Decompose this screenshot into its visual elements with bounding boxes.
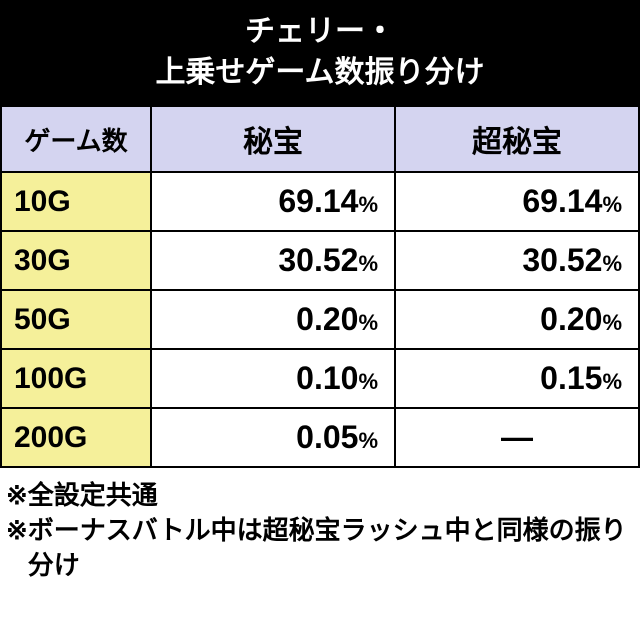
data-table: ゲーム数 秘宝 超秘宝 10G 69.14% 69.14% 30G 30.52%… bbox=[0, 105, 640, 468]
title-bar: チェリー・ 上乗せゲーム数振り分け bbox=[0, 0, 640, 105]
value-unit: % bbox=[602, 192, 622, 217]
value-number: 30.52 bbox=[522, 242, 602, 278]
value-number: 69.14 bbox=[522, 183, 602, 219]
table-row: 200G 0.05% — bbox=[1, 408, 639, 467]
header-games: ゲーム数 bbox=[1, 106, 151, 172]
table-body: 10G 69.14% 69.14% 30G 30.52% 30.52% 50G … bbox=[1, 172, 639, 467]
note-marker: ※ bbox=[6, 513, 28, 583]
row-label: 100G bbox=[1, 349, 151, 408]
value-unit: % bbox=[358, 310, 378, 335]
note-line: ※ ボーナスバトル中は超秘宝ラッシュ中と同様の振り分け bbox=[6, 513, 634, 583]
cell-dash: — bbox=[395, 408, 639, 467]
table-row: 100G 0.10% 0.15% bbox=[1, 349, 639, 408]
value-number: 0.15 bbox=[540, 360, 602, 396]
cell-value: 0.10% bbox=[151, 349, 395, 408]
value-unit: % bbox=[358, 369, 378, 394]
note-text: ボーナスバトル中は超秘宝ラッシュ中と同様の振り分け bbox=[28, 513, 634, 583]
table-row: 50G 0.20% 0.20% bbox=[1, 290, 639, 349]
value-number: 0.05 bbox=[296, 419, 358, 455]
cell-value: 0.20% bbox=[151, 290, 395, 349]
cell-value: 30.52% bbox=[395, 231, 639, 290]
header-col-1: 秘宝 bbox=[151, 106, 395, 172]
value-unit: % bbox=[602, 251, 622, 276]
value-unit: % bbox=[602, 369, 622, 394]
header-row: ゲーム数 秘宝 超秘宝 bbox=[1, 106, 639, 172]
header-col-2: 超秘宝 bbox=[395, 106, 639, 172]
cell-value: 69.14% bbox=[395, 172, 639, 231]
title-line-2: 上乗せゲーム数振り分け bbox=[0, 53, 640, 94]
table-container: チェリー・ 上乗せゲーム数振り分け ゲーム数 秘宝 超秘宝 10G 69.14%… bbox=[0, 0, 640, 603]
value-unit: % bbox=[358, 192, 378, 217]
row-label: 30G bbox=[1, 231, 151, 290]
table-row: 10G 69.14% 69.14% bbox=[1, 172, 639, 231]
cell-value: 69.14% bbox=[151, 172, 395, 231]
row-label: 10G bbox=[1, 172, 151, 231]
note-text: 全設定共通 bbox=[28, 478, 634, 513]
value-unit: % bbox=[602, 310, 622, 335]
cell-value: 30.52% bbox=[151, 231, 395, 290]
cell-value: 0.05% bbox=[151, 408, 395, 467]
row-label: 200G bbox=[1, 408, 151, 467]
value-unit: % bbox=[358, 251, 378, 276]
dash-value: — bbox=[501, 419, 533, 455]
value-number: 0.20 bbox=[540, 301, 602, 337]
value-number: 0.10 bbox=[296, 360, 358, 396]
value-unit: % bbox=[358, 428, 378, 453]
value-number: 0.20 bbox=[296, 301, 358, 337]
value-number: 30.52 bbox=[278, 242, 358, 278]
title-line-1: チェリー・ bbox=[0, 12, 640, 53]
value-number: 69.14 bbox=[278, 183, 358, 219]
cell-value: 0.20% bbox=[395, 290, 639, 349]
notes-section: ※ 全設定共通 ※ ボーナスバトル中は超秘宝ラッシュ中と同様の振り分け bbox=[0, 468, 640, 603]
note-marker: ※ bbox=[6, 478, 28, 513]
note-line: ※ 全設定共通 bbox=[6, 478, 634, 513]
table-row: 30G 30.52% 30.52% bbox=[1, 231, 639, 290]
row-label: 50G bbox=[1, 290, 151, 349]
cell-value: 0.15% bbox=[395, 349, 639, 408]
